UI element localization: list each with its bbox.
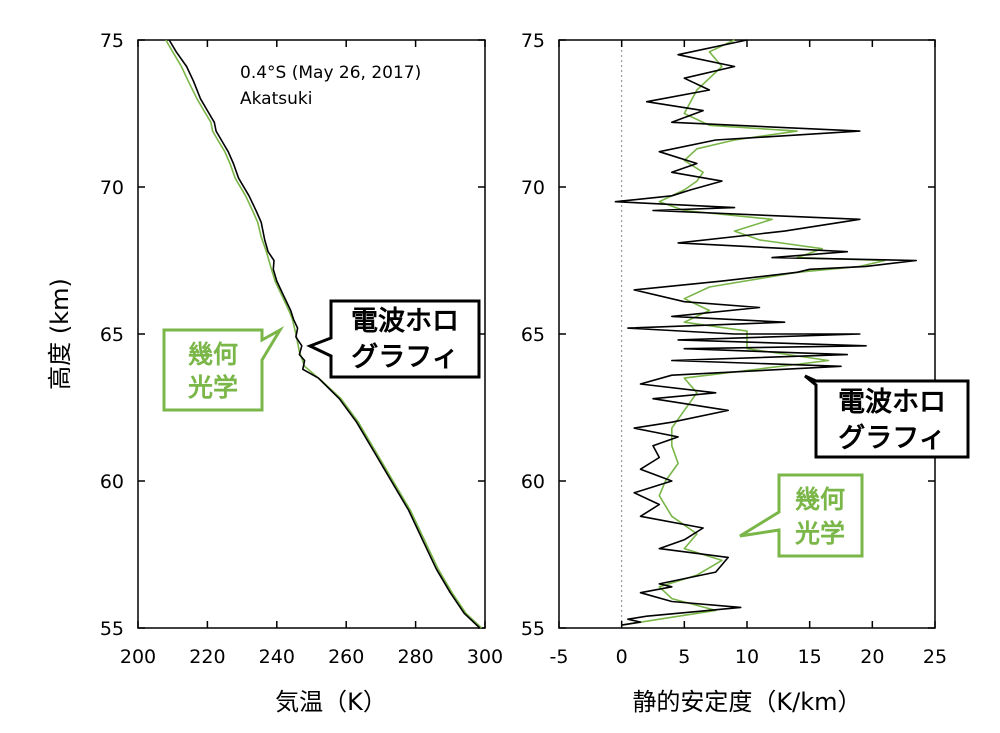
temperature-y-tick-label: 65 (100, 324, 124, 346)
temperature-panel: 200 220 240 260 280 300 55 60 65 70 75 気温（K） 高度 (k… (46, 30, 503, 716)
stability-y-tick-label: 70 (521, 177, 545, 199)
stability-x-tick-label: 0 (616, 646, 628, 668)
stability-optical-line (621, 39, 886, 626)
stability-x-tick-label: 5 (678, 646, 690, 668)
radio-callout-line1-right: 電波ホロ (838, 387, 946, 418)
stability-x-tick-label: 15 (798, 646, 822, 668)
stability-y-tick-label: 55 (521, 618, 545, 640)
stability-y-tick-label: 65 (521, 324, 545, 346)
temperature-axis-ticks: 200 220 240 260 280 300 55 60 65 70 75 (100, 30, 503, 668)
optical-callout-line2-right: 光学 (794, 519, 845, 548)
radio-callout-line2-right: グラフィ (838, 422, 945, 454)
temperature-y-tick-label: 55 (100, 618, 124, 640)
radio-callout-box-left (306, 299, 481, 379)
stability-radio-line (614, 39, 917, 626)
radio-callout-line2-left: グラフィ (351, 341, 458, 373)
stability-axis-ticks: -5 0 5 10 15 20 25 55 60 65 70 75 (521, 30, 947, 668)
temperature-x-axis-label: 気温（K） (275, 688, 387, 716)
stability-x-axis-label: 静的安定度（K/km） (632, 688, 861, 716)
radio-callout-box-right (804, 374, 970, 459)
temperature-y-tick-label: 70 (100, 177, 124, 199)
temperature-optical-line (165, 39, 483, 629)
temperature-x-tick-label: 200 (120, 646, 156, 668)
stability-x-tick-label: -5 (550, 646, 569, 668)
optical-callout-line1-right: 幾何 (795, 485, 845, 514)
stability-y-tick-label: 75 (521, 30, 545, 52)
stability-x-tick-label: 20 (860, 646, 884, 668)
temperature-x-tick-label: 240 (259, 646, 295, 668)
optical-callout-box-left (162, 325, 285, 412)
stability-x-tick-label: 10 (735, 646, 759, 668)
stability-x-tick-label: 25 (923, 646, 947, 668)
temperature-x-tick-label: 300 (467, 646, 503, 668)
optical-callout-line1-left: 幾何 (188, 340, 238, 369)
temperature-series (165, 39, 483, 629)
temperature-x-tick-label: 220 (189, 646, 225, 668)
annotation-location-date: 0.4°S (May 26, 2017) (240, 63, 421, 83)
stability-series (614, 39, 917, 626)
optical-callout-box-right (739, 473, 864, 558)
temperature-radio-line (168, 39, 481, 629)
annotation-mission: Akatsuki (240, 89, 312, 109)
altitude-y-axis-label: 高度 (km) (46, 278, 74, 390)
temperature-y-tick-label: 60 (100, 471, 124, 493)
temperature-x-tick-label: 280 (397, 646, 433, 668)
temperature-y-tick-label: 75 (100, 30, 124, 52)
temperature-x-tick-label: 260 (328, 646, 364, 668)
optical-callout-line2-left: 光学 (187, 373, 238, 402)
stability-y-tick-label: 60 (521, 471, 545, 493)
radio-callout-line1-left: 電波ホロ (351, 306, 459, 337)
